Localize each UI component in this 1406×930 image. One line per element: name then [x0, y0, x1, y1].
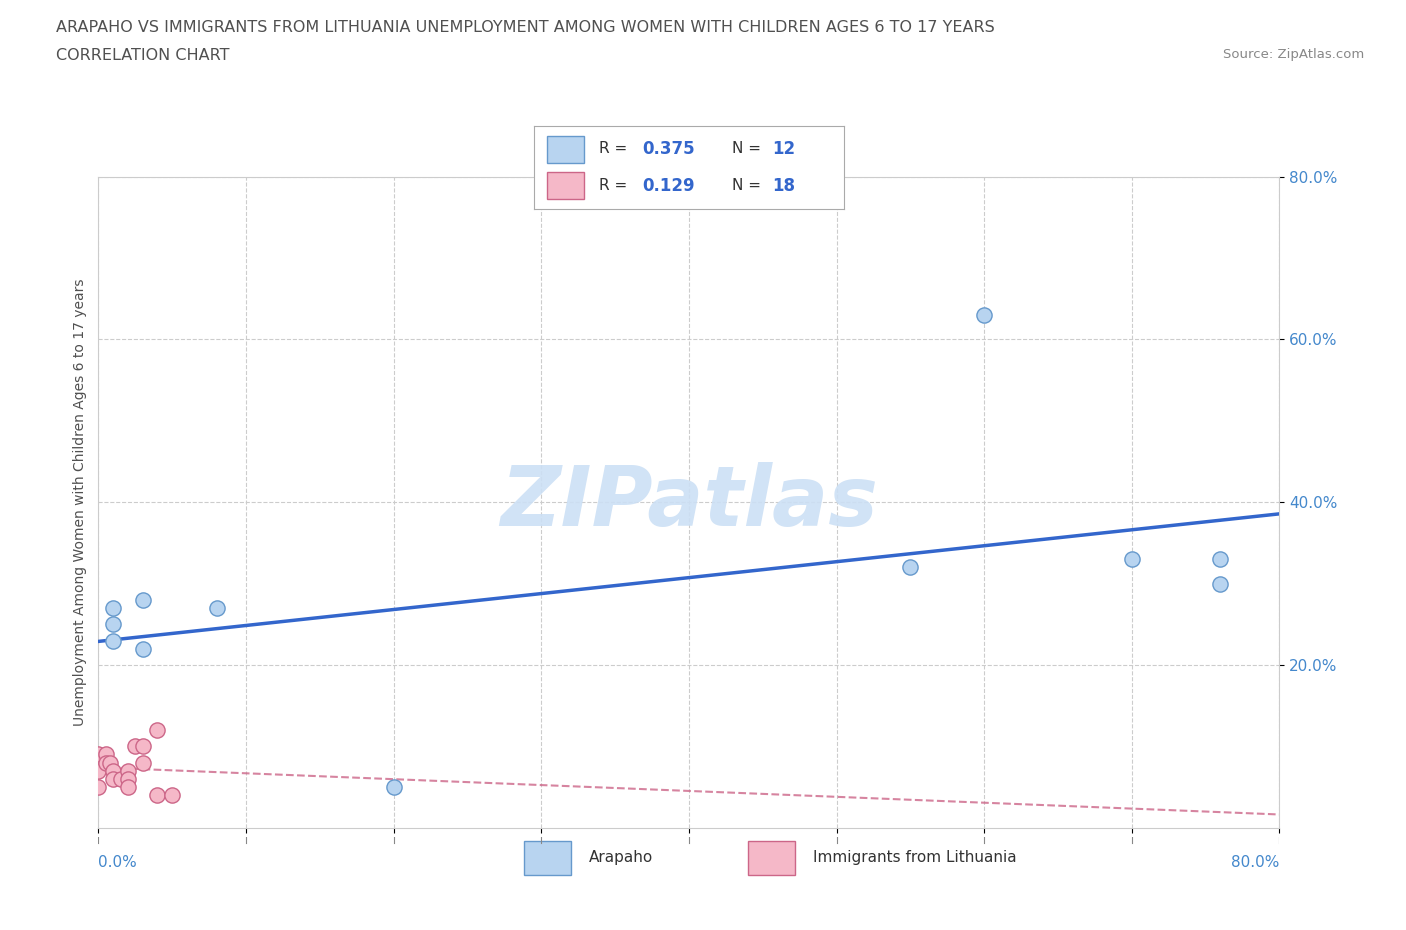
Y-axis label: Unemployment Among Women with Children Ages 6 to 17 years: Unemployment Among Women with Children A…: [73, 278, 87, 726]
Text: Immigrants from Lithuania: Immigrants from Lithuania: [813, 850, 1017, 866]
Point: [117, 772, 139, 787]
Point: [103, 764, 125, 778]
FancyBboxPatch shape: [547, 172, 583, 199]
Point: [132, 755, 155, 770]
Point: [117, 764, 139, 778]
Point: [117, 779, 139, 794]
Point: [103, 617, 125, 631]
Point: [124, 738, 146, 753]
Point: [103, 772, 125, 787]
Point: [1209, 577, 1232, 591]
Point: [98, 755, 121, 770]
Point: [87, 747, 110, 762]
Point: [146, 723, 169, 737]
Point: [103, 601, 125, 616]
Text: 12: 12: [772, 140, 796, 158]
Point: [87, 764, 110, 778]
FancyBboxPatch shape: [748, 841, 796, 874]
Point: [103, 633, 125, 648]
Text: CORRELATION CHART: CORRELATION CHART: [56, 48, 229, 63]
Text: 0.375: 0.375: [643, 140, 695, 158]
Text: 18: 18: [772, 177, 796, 194]
Point: [205, 601, 228, 616]
Point: [110, 772, 132, 787]
Point: [87, 779, 110, 794]
Point: [94, 747, 117, 762]
Point: [132, 592, 155, 607]
Point: [146, 788, 169, 803]
Text: Arapaho: Arapaho: [589, 850, 652, 866]
Point: [94, 755, 117, 770]
FancyBboxPatch shape: [523, 841, 571, 874]
Point: [973, 308, 995, 323]
Point: [1121, 551, 1143, 566]
Text: 80.0%: 80.0%: [1232, 855, 1279, 870]
Text: 0.0%: 0.0%: [98, 855, 138, 870]
Text: ARAPAHO VS IMMIGRANTS FROM LITHUANIA UNEMPLOYMENT AMONG WOMEN WITH CHILDREN AGES: ARAPAHO VS IMMIGRANTS FROM LITHUANIA UNE…: [56, 20, 995, 35]
FancyBboxPatch shape: [547, 137, 583, 164]
Point: [1209, 551, 1232, 566]
Point: [162, 788, 183, 803]
Text: 0.129: 0.129: [643, 177, 695, 194]
Text: R =: R =: [599, 141, 633, 156]
Text: N =: N =: [733, 141, 766, 156]
Text: Source: ZipAtlas.com: Source: ZipAtlas.com: [1223, 48, 1364, 61]
Point: [132, 738, 155, 753]
Text: ZIPatlas: ZIPatlas: [501, 461, 877, 543]
Text: R =: R =: [599, 179, 633, 193]
Text: N =: N =: [733, 179, 766, 193]
Point: [900, 560, 922, 575]
Point: [382, 779, 405, 794]
Point: [132, 642, 155, 657]
